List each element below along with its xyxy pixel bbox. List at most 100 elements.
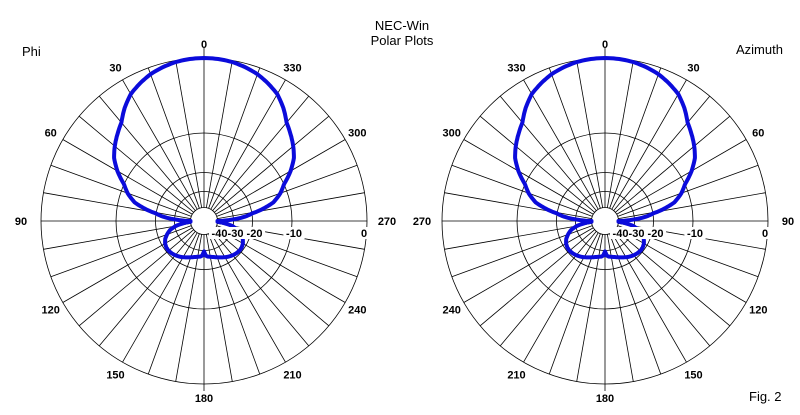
angle-spoke	[215, 227, 346, 303]
radiation-pattern-curve	[112, 56, 296, 260]
angle-spoke	[43, 192, 191, 220]
angle-spoke	[617, 164, 759, 217]
radial-scale-label--10: -10	[286, 228, 302, 240]
radiation-pattern-curve	[513, 56, 697, 260]
angle-spoke	[210, 232, 286, 363]
angle-label-90: 90	[782, 216, 794, 228]
angle-spoke	[215, 139, 346, 215]
angle-label-300: 300	[443, 128, 461, 140]
title-line2: Polar Plots	[370, 33, 434, 48]
radial-scale-label-0: 0	[762, 228, 768, 240]
angle-spoke	[523, 232, 599, 363]
radial-label-mask	[208, 227, 231, 239]
angle-spoke	[147, 67, 200, 209]
angle-label-0: 0	[602, 39, 608, 51]
angle-spoke	[611, 232, 687, 363]
angle-spoke	[615, 115, 731, 213]
angle-label-270: 270	[413, 216, 431, 228]
angle-spoke	[212, 95, 310, 211]
angle-spoke	[523, 79, 599, 210]
angle-spoke	[214, 115, 330, 213]
angle-label-270: 270	[378, 216, 396, 228]
angle-spoke	[613, 95, 711, 211]
angle-spoke	[618, 192, 766, 220]
angle-spoke	[576, 60, 604, 208]
radial-label-mask	[224, 227, 247, 239]
angle-label-240: 240	[443, 305, 461, 317]
phi-polar-svg: 0 30 60 90 120 150 180 210 240 270 300 330 -40 -30 -20…	[15, 39, 396, 405]
phi-polar-plot: 0 30 60 90 120 150 180 210 240 270 300 330 -40 -30 -20…	[4, 21, 404, 415]
angle-spoke	[62, 139, 193, 215]
angle-label-30: 30	[687, 63, 699, 75]
angle-label-240: 240	[348, 305, 366, 317]
angle-label-330: 330	[507, 63, 525, 75]
radial-label-mask	[684, 227, 706, 239]
angle-spoke	[175, 60, 203, 208]
radial-label-mask	[644, 227, 667, 239]
angle-label-150: 150	[106, 369, 124, 381]
angle-spoke	[611, 79, 687, 210]
radial-label-mask	[625, 227, 648, 239]
radial-scale-label--20: -20	[648, 228, 664, 240]
azimuth-plot-label: Azimuth	[736, 42, 783, 57]
angle-label-210: 210	[507, 369, 525, 381]
angle-spoke	[479, 229, 595, 327]
angle-spoke	[616, 227, 747, 303]
radial-scale-label--40: -40	[613, 228, 629, 240]
angle-spoke	[479, 115, 595, 213]
radial-scale-label--20: -20	[247, 228, 263, 240]
angle-spoke	[122, 79, 198, 210]
angle-label-180: 180	[596, 393, 614, 405]
radial-scale-label--30: -30	[629, 228, 645, 240]
angle-spoke	[43, 222, 191, 250]
angle-spoke	[62, 227, 193, 303]
angle-spoke	[499, 95, 597, 211]
radial-label-mask	[283, 227, 305, 239]
angle-labels: 0 30 60 90 120 150 180 210 240 270 300 330	[413, 39, 794, 405]
azimuth-polar-svg: 0 30 60 90 120 150 180 210 240 270 300 330 -40 -30 -20…	[413, 39, 794, 405]
angle-spoke	[78, 229, 194, 327]
angle-spoke	[50, 164, 192, 217]
radial-label-mask	[243, 227, 266, 239]
angle-spoke	[615, 229, 731, 327]
angle-spoke	[609, 67, 662, 209]
angle-spoke	[122, 232, 198, 363]
radial-scale-label--10: -10	[687, 228, 703, 240]
angle-label-210: 210	[283, 369, 301, 381]
angle-label-0: 0	[201, 39, 207, 51]
angle-spoke	[444, 192, 592, 220]
angle-label-330: 330	[283, 63, 301, 75]
angle-spoke	[444, 222, 592, 250]
figure-caption: Fig. 2	[749, 389, 782, 404]
page-title: NEC-Win Polar Plots	[371, 18, 434, 48]
radial-scale-labels: -40 -30 -20 -10 0	[208, 227, 369, 240]
angle-label-60: 60	[45, 128, 57, 140]
angle-spoke	[451, 164, 593, 217]
angle-spoke	[548, 67, 601, 209]
angle-spoke	[210, 79, 286, 210]
angle-label-300: 300	[348, 128, 366, 140]
angle-spoke	[616, 139, 747, 215]
angle-label-90: 90	[15, 216, 27, 228]
radial-scale-label--30: -30	[228, 228, 244, 240]
angle-spoke	[98, 95, 196, 211]
angle-label-60: 60	[752, 128, 764, 140]
radial-scale-label-0: 0	[361, 228, 367, 240]
angle-label-150: 150	[684, 369, 702, 381]
angle-spoke	[98, 231, 196, 347]
radial-scale-label--40: -40	[212, 228, 228, 240]
radial-label-mask	[359, 227, 369, 239]
angle-spoke	[499, 231, 597, 347]
polar-grid	[40, 48, 368, 391]
angle-spoke	[214, 229, 330, 327]
angle-labels: 0 30 60 90 120 150 180 210 240 270 300 330	[15, 39, 396, 405]
angle-label-30: 30	[109, 63, 121, 75]
polar-grid	[441, 48, 769, 391]
angle-spoke	[205, 60, 233, 208]
angle-spoke	[78, 115, 194, 213]
radial-label-mask	[609, 227, 632, 239]
angle-spoke	[606, 60, 634, 208]
angle-spoke	[216, 164, 358, 217]
radial-label-mask	[760, 227, 770, 239]
